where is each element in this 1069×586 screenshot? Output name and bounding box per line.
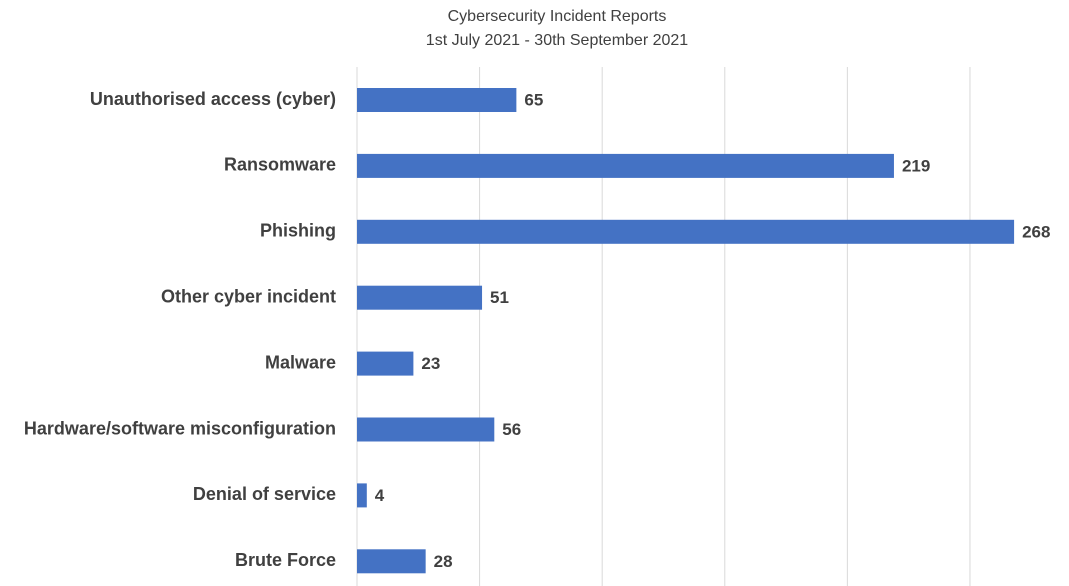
bar xyxy=(357,88,517,112)
category-label: Brute Force xyxy=(235,550,336,570)
bar xyxy=(357,219,1015,244)
data-label: 4 xyxy=(375,486,385,505)
chart-subtitle: 1st July 2021 - 30th September 2021 xyxy=(426,32,688,49)
data-label: 56 xyxy=(502,420,521,439)
category-label: Phishing xyxy=(260,221,336,241)
bar xyxy=(357,153,894,178)
data-label: 65 xyxy=(524,90,543,109)
category-label: Unauthorised access (cyber) xyxy=(90,89,336,109)
bar xyxy=(357,351,414,376)
data-label: 51 xyxy=(490,288,509,307)
category-label: Ransomware xyxy=(224,155,336,175)
data-label: 268 xyxy=(1022,222,1050,241)
category-label: Hardware/software misconfiguration xyxy=(24,418,336,438)
category-label: Other cyber incident xyxy=(161,286,336,306)
category-label: Denial of service xyxy=(193,484,336,504)
data-label: 219 xyxy=(902,156,930,175)
bar xyxy=(357,483,367,508)
bar xyxy=(357,285,483,310)
data-label: 23 xyxy=(421,354,440,373)
bar xyxy=(357,549,426,574)
category-label: Malware xyxy=(265,352,336,372)
chart-title: Cybersecurity Incident Reports xyxy=(448,8,667,25)
bar xyxy=(357,417,495,442)
data-label: 28 xyxy=(434,552,453,571)
